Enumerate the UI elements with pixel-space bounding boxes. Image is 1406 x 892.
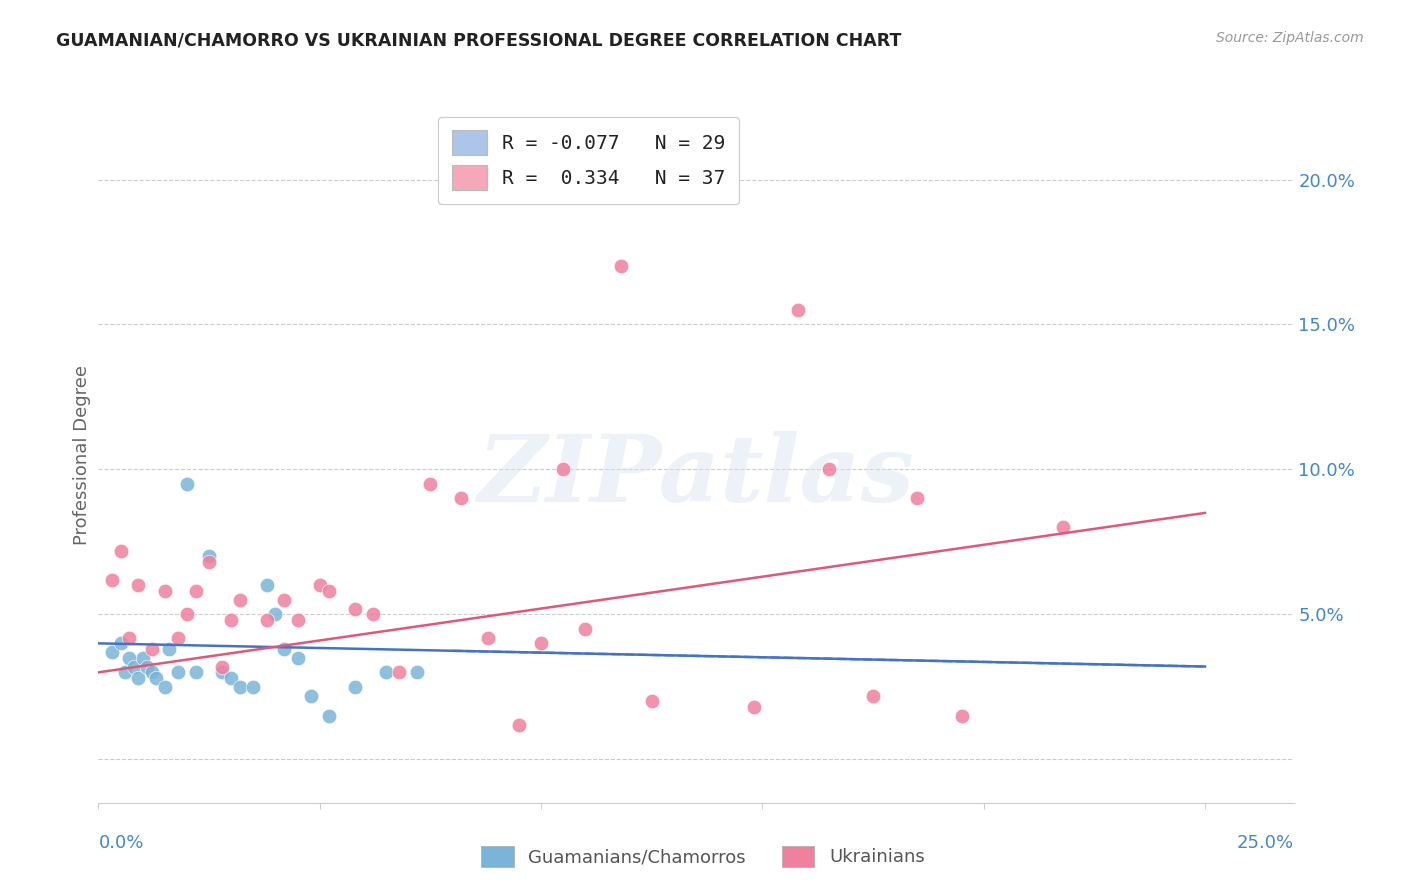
- Text: 25.0%: 25.0%: [1236, 834, 1294, 852]
- Point: [114, 665, 136, 680]
- Point: [176, 476, 198, 491]
- Text: 0.0%: 0.0%: [98, 834, 143, 852]
- Point: [211, 659, 233, 673]
- Point: [110, 636, 132, 650]
- Point: [450, 491, 472, 506]
- Point: [318, 708, 340, 723]
- Point: [375, 665, 398, 680]
- Point: [406, 665, 429, 680]
- Point: [211, 665, 233, 680]
- Text: Source: ZipAtlas.com: Source: ZipAtlas.com: [1216, 31, 1364, 45]
- Point: [786, 303, 808, 318]
- Point: [553, 462, 575, 476]
- Point: [256, 578, 278, 592]
- Point: [184, 665, 207, 680]
- Y-axis label: Professional Degree: Professional Degree: [73, 365, 91, 545]
- Point: [198, 555, 221, 569]
- Point: [176, 607, 198, 622]
- Point: [264, 607, 287, 622]
- Point: [273, 592, 295, 607]
- Text: GUAMANIAN/CHAMORRO VS UKRAINIAN PROFESSIONAL DEGREE CORRELATION CHART: GUAMANIAN/CHAMORRO VS UKRAINIAN PROFESSI…: [56, 31, 901, 49]
- Point: [118, 651, 141, 665]
- Point: [136, 659, 159, 673]
- Point: [817, 462, 839, 476]
- Point: [318, 584, 340, 599]
- Point: [219, 671, 242, 685]
- Point: [229, 592, 252, 607]
- Point: [609, 260, 631, 274]
- Point: [477, 631, 499, 645]
- Point: [950, 708, 973, 723]
- Point: [100, 573, 122, 587]
- Text: ZIPatlas: ZIPatlas: [478, 431, 914, 521]
- Point: [153, 584, 176, 599]
- Point: [229, 680, 252, 694]
- Point: [862, 689, 884, 703]
- Point: [122, 659, 145, 673]
- Point: [145, 671, 167, 685]
- Point: [118, 631, 141, 645]
- Point: [361, 607, 384, 622]
- Legend: Guamanians/Chamorros, Ukrainians: Guamanians/Chamorros, Ukrainians: [474, 838, 932, 874]
- Point: [508, 717, 530, 731]
- Point: [219, 613, 242, 627]
- Point: [141, 665, 163, 680]
- Point: [131, 651, 153, 665]
- Point: [344, 601, 367, 615]
- Point: [287, 651, 309, 665]
- Point: [299, 689, 322, 703]
- Legend: R = -0.077   N = 29, R =  0.334   N = 37: R = -0.077 N = 29, R = 0.334 N = 37: [437, 117, 740, 203]
- Point: [905, 491, 928, 506]
- Point: [273, 642, 295, 657]
- Point: [742, 700, 765, 714]
- Point: [256, 613, 278, 627]
- Point: [127, 578, 149, 592]
- Point: [574, 622, 596, 636]
- Point: [388, 665, 411, 680]
- Point: [344, 680, 367, 694]
- Point: [110, 543, 132, 558]
- Point: [167, 631, 190, 645]
- Point: [157, 642, 180, 657]
- Point: [100, 645, 122, 659]
- Point: [127, 671, 149, 685]
- Point: [153, 680, 176, 694]
- Point: [308, 578, 330, 592]
- Point: [184, 584, 207, 599]
- Point: [641, 694, 664, 708]
- Point: [198, 549, 221, 564]
- Point: [419, 476, 441, 491]
- Point: [530, 636, 553, 650]
- Point: [287, 613, 309, 627]
- Point: [141, 642, 163, 657]
- Point: [167, 665, 190, 680]
- Point: [1052, 520, 1074, 534]
- Point: [242, 680, 264, 694]
